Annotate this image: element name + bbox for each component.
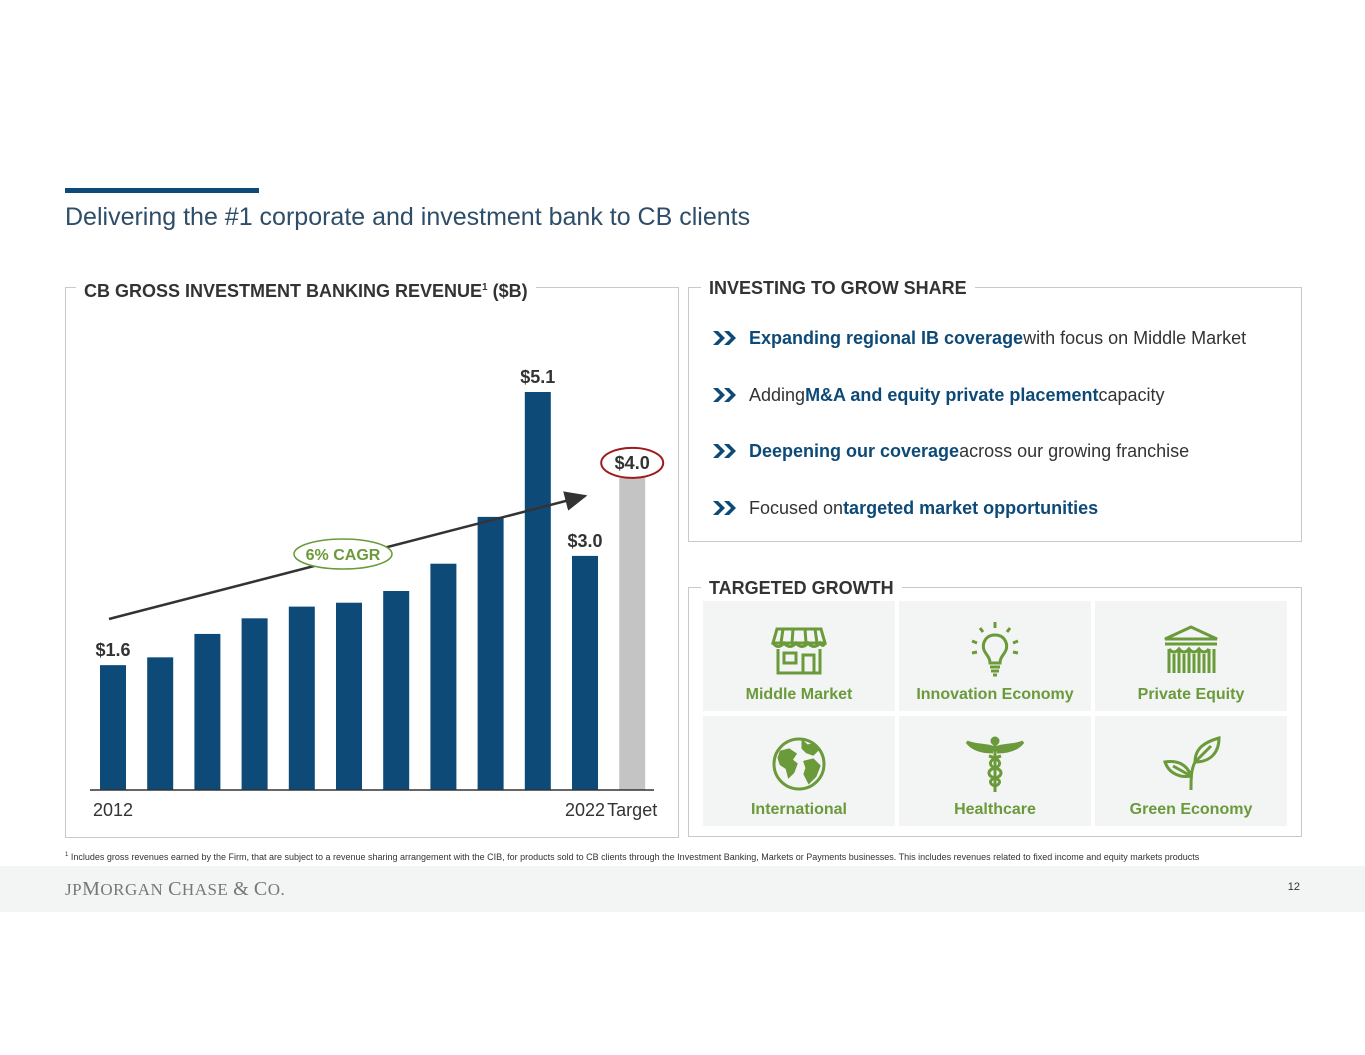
growth-tile-healthcare: Healthcare bbox=[899, 716, 1091, 826]
double-chevron-icon bbox=[713, 388, 736, 402]
chart-panel-title: CB GROSS INVESTMENT BANKING REVENUE1 ($B… bbox=[76, 276, 536, 303]
investing-bullet: Focused on targeted market opportunities bbox=[711, 496, 1098, 520]
bullet-text: capacity bbox=[1098, 384, 1165, 405]
bullet-text: with focus on Middle Market bbox=[1023, 327, 1247, 348]
bar-value-label: $5.1 bbox=[520, 367, 555, 387]
tile-label: Green Economy bbox=[1129, 801, 1253, 818]
revenue-bar bbox=[336, 602, 362, 790]
x-tick-label: Target bbox=[607, 800, 657, 820]
company-logo: JPMORGAN CHASE & CO. bbox=[65, 878, 286, 900]
revenue-bar bbox=[100, 665, 126, 790]
targeted-growth-panel: TARGETED GROWTH Middle Market Innovation… bbox=[688, 576, 1302, 837]
bullet-text: Focused on bbox=[749, 497, 844, 518]
revenue-bar bbox=[524, 392, 551, 790]
sprout-icon bbox=[1163, 736, 1221, 791]
revenue-bar bbox=[430, 563, 457, 790]
cagr-badge bbox=[293, 538, 393, 570]
caduceus-icon bbox=[965, 736, 1025, 792]
tile-label: Middle Market bbox=[745, 686, 853, 703]
bullet-highlight: targeted market opportunities bbox=[843, 497, 1099, 518]
double-chevron-icon bbox=[713, 331, 736, 345]
chart-panel: $1.6 $5.1 $3.0 $4.0 2012 2022 Target 6% CAGR CB… bbox=[65, 276, 679, 838]
tile-label: Innovation Economy bbox=[916, 686, 1074, 703]
growth-tile-private-equity: Private Equity bbox=[1095, 601, 1287, 711]
bullet-highlight: M&A and equity private placement bbox=[805, 384, 1099, 405]
double-chevron-icon bbox=[713, 444, 736, 458]
revenue-bar bbox=[288, 606, 315, 790]
investing-bullet: Expanding regional IB coverage with focu… bbox=[711, 326, 1246, 350]
bar-value-label: $4.0 bbox=[615, 453, 650, 473]
growth-tile-innovation-economy: Innovation Economy bbox=[899, 601, 1091, 711]
bullet-highlight: Deepening our coverage bbox=[749, 440, 960, 461]
cagr-label: 6% CAGR bbox=[306, 547, 381, 564]
revenue-bar bbox=[147, 657, 174, 790]
bullet-text: across our growing franchise bbox=[959, 440, 1190, 461]
growth-tile-middle-market: Middle Market bbox=[703, 601, 895, 711]
page-title: Delivering the #1 corporate and investme… bbox=[65, 203, 751, 231]
target-highlight-circle bbox=[600, 446, 665, 479]
revenue-bar bbox=[572, 555, 598, 790]
bullet-highlight: Expanding regional IB coverage bbox=[749, 327, 1024, 348]
x-tick-label: 2012 bbox=[93, 800, 133, 820]
page-number: 12 bbox=[1287, 881, 1300, 893]
globe-icon bbox=[772, 737, 826, 791]
investing-panel: INVESTING TO GROW SHARE Expanding region… bbox=[688, 276, 1302, 542]
revenue-chart: $1.6 $5.1 $3.0 $4.0 2012 2022 Target 6% CAGR bbox=[90, 367, 665, 820]
growth-tile-international: International bbox=[703, 716, 895, 826]
storefront-icon bbox=[771, 627, 827, 675]
lightbulb-icon bbox=[971, 622, 1019, 677]
growth-tile-green-economy: Green Economy bbox=[1095, 716, 1287, 826]
tile-label: International bbox=[750, 801, 847, 818]
revenue-bar bbox=[241, 618, 268, 790]
bar-value-label: $3.0 bbox=[567, 531, 602, 551]
revenue-bar bbox=[383, 591, 410, 790]
footnote: 1 Includes gross revenues earned by the … bbox=[65, 852, 1200, 862]
investing-bullet: Deepening our coverage across our growin… bbox=[711, 439, 1189, 463]
revenue-bar bbox=[194, 633, 221, 790]
x-tick-label: 2022 bbox=[565, 800, 605, 820]
target-bar bbox=[619, 477, 646, 790]
double-chevron-icon bbox=[713, 501, 736, 515]
tile-label: Healthcare bbox=[954, 801, 1036, 818]
investing-panel-title: INVESTING TO GROW SHARE bbox=[701, 276, 975, 300]
bar-value-label: $1.6 bbox=[95, 640, 130, 660]
bullet-text: Adding bbox=[749, 384, 806, 405]
investing-bullet: Adding M&A and equity private placement … bbox=[711, 383, 1165, 407]
tile-label: Private Equity bbox=[1137, 686, 1245, 703]
footer-bar: JPMORGAN CHASE & CO. 12 bbox=[0, 866, 1365, 912]
bank-building-icon bbox=[1164, 625, 1218, 673]
targeted-growth-title: TARGETED GROWTH bbox=[701, 576, 902, 600]
revenue-bar bbox=[477, 516, 504, 790]
title-accent-rule bbox=[65, 188, 259, 193]
